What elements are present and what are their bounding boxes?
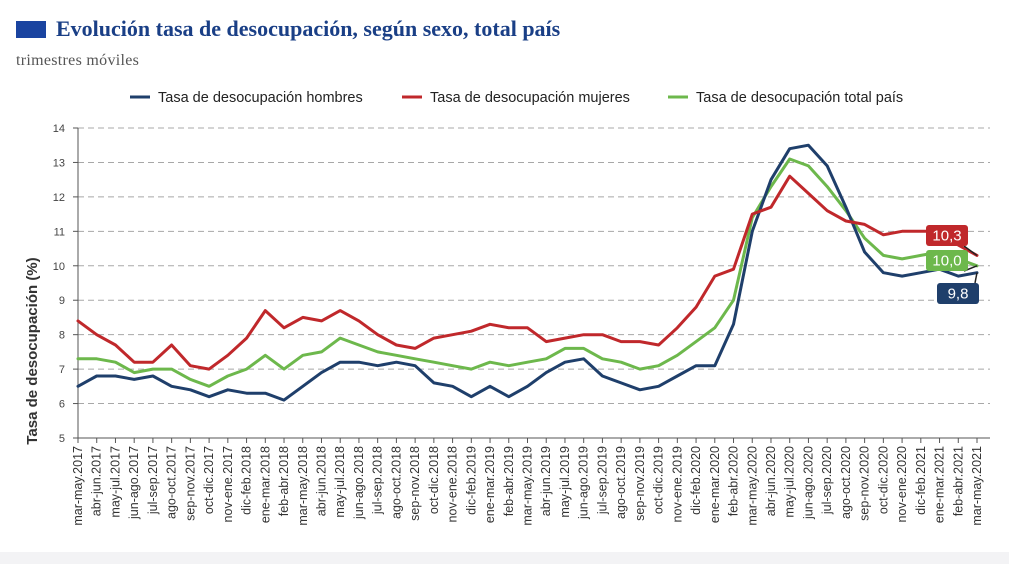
footer-band	[0, 552, 1009, 564]
x-tick-label: mar-may.2018	[296, 446, 310, 526]
x-tick-label: may-jul.2017	[108, 446, 122, 518]
y-tick-label: 5	[59, 433, 65, 445]
x-tick-label: oct-dic.2018	[427, 446, 441, 514]
x-tick-label: abr-jun.2018	[314, 446, 328, 516]
x-tick-label: abr-jun.2020	[764, 446, 778, 516]
x-tick-label: mar-may.2021	[970, 446, 984, 526]
x-tick-label: oct-dic.2020	[876, 446, 890, 514]
end-labels: 9,8 10,3 10,0	[926, 225, 979, 304]
x-tick-label: ene-mar.2021	[933, 446, 947, 523]
x-tick-label: may-jul.2018	[333, 446, 347, 518]
x-tick-label: oct-dic.2019	[652, 446, 666, 514]
x-tick-label: jul-sep.2018	[371, 446, 385, 515]
x-tick-label: jul-sep.2017	[146, 446, 160, 515]
y-tick-label: 11	[54, 226, 65, 238]
end-label-connector	[963, 245, 978, 257]
x-tick-label: feb-abr.2018	[277, 446, 291, 516]
x-tick-label: dic-feb.2021	[914, 446, 928, 515]
series-line	[76, 157, 979, 388]
legend-item-label: Tasa de desocupación hombres	[158, 90, 363, 106]
chart-subtitle: trimestres móviles	[16, 52, 140, 69]
x-tick-label: jul-sep.2020	[820, 446, 834, 515]
y-axis-label: Tasa de desocupación (%)	[24, 257, 41, 444]
end-label-value: 10,0	[932, 253, 961, 270]
end-label-box	[926, 250, 968, 271]
end-label-box	[937, 283, 979, 304]
x-tick-label: nov-ene.2020	[895, 446, 909, 523]
x-tick-label: jul-sep.2019	[595, 446, 609, 515]
x-tick-label: mar-may.2019	[521, 446, 535, 526]
y-tick-label: 7	[59, 364, 65, 376]
x-tick-label: sep-nov.2017	[183, 446, 197, 521]
y-tick-label: 6	[59, 399, 65, 411]
x-tick-label: ago-oct.2018	[389, 446, 403, 519]
legend-item-label: Tasa de desocupación total país	[696, 90, 903, 106]
x-tick-label: sep-nov.2018	[408, 446, 422, 521]
x-tick-label: nov-ene.2019	[670, 446, 684, 523]
x-tick-label: sep-nov.2020	[858, 446, 872, 521]
y-tick-label: 8	[59, 330, 65, 342]
x-tick-label: mar-may.2020	[745, 446, 759, 526]
chart-axes: 5 6 7 8 9 10 11 12 13 14 mar-may.2017 abr-jun.2017 m…	[53, 123, 990, 526]
chart-title: Evolución tasa de desocupación, según se…	[56, 16, 561, 41]
x-tick-label: dic-feb.2019	[464, 446, 478, 515]
series-line	[76, 143, 979, 402]
x-tick-label: ene-mar.2018	[258, 446, 272, 523]
chart-series	[76, 143, 979, 402]
x-tick-label: may-jul.2019	[558, 446, 572, 518]
x-tick-label: mar-may.2017	[71, 446, 85, 526]
series-line	[76, 174, 979, 371]
x-tick-label: sep-nov.2019	[633, 446, 647, 521]
x-tick-label: ene-mar.2019	[483, 446, 497, 523]
x-tick-label: dic-feb.2020	[689, 446, 703, 515]
chart-grid	[78, 127, 990, 405]
x-tick-label: feb-abr.2021	[951, 446, 965, 516]
y-tick-label: 10	[53, 261, 65, 273]
end-label-box	[926, 225, 968, 246]
x-tick-label: jun-ago.2020	[801, 446, 815, 520]
chart-legend: Tasa de desocupación hombres Tasa de deso…	[130, 90, 903, 106]
x-tick-label: ago-oct.2017	[165, 446, 179, 519]
x-tick-label: jun-ago.2018	[352, 446, 366, 520]
legend-item-label: Tasa de desocupación mujeres	[430, 90, 630, 106]
x-tick-label: ene-mar.2020	[708, 446, 722, 523]
end-label-value: 9,8	[948, 286, 969, 303]
chart-header: Evolución tasa de desocupación, según se…	[16, 14, 560, 44]
x-tick-label: ago-oct.2020	[839, 446, 853, 519]
y-tick-label: 9	[59, 295, 65, 307]
end-label-value: 10,3	[932, 228, 961, 245]
x-tick-label: abr-jun.2019	[539, 446, 553, 516]
x-tick-label: jun-ago.2019	[577, 446, 591, 520]
x-tick-label: feb-abr.2020	[727, 446, 741, 516]
line-chart: Tasa de desocupación hombres Tasa de deso…	[24, 90, 990, 526]
x-tick-label: nov-ene.2018	[446, 446, 460, 523]
x-tick-label: may-jul.2020	[783, 446, 797, 518]
x-tick-label: nov-ene.2017	[221, 446, 235, 523]
flag-icon	[16, 20, 46, 38]
y-tick-label: 13	[53, 157, 65, 169]
x-tick-label: oct-dic.2017	[202, 446, 216, 514]
x-tick-label: ago-oct.2019	[614, 446, 628, 519]
end-label-connector	[974, 272, 978, 284]
y-tick-label: 12	[53, 192, 65, 204]
y-tick-label: 14	[53, 123, 65, 135]
x-tick-label: jun-ago.2017	[127, 446, 141, 520]
x-tick-label: feb-abr.2019	[502, 446, 516, 516]
x-tick-label: abr-jun.2017	[90, 446, 104, 516]
x-tick-label: dic-feb.2018	[240, 446, 254, 515]
